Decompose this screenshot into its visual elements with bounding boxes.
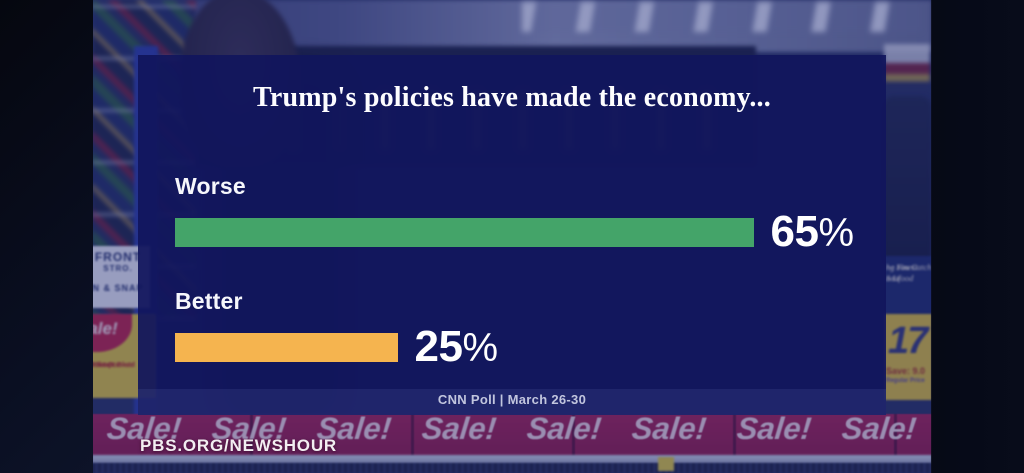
left-vignette [0, 0, 93, 473]
better-bar [175, 332, 398, 362]
price-tag-save: Save: 9.0 [886, 366, 926, 376]
bar-line-worse: 65% [175, 210, 870, 254]
worse-bar [175, 217, 754, 247]
checkout-figure [882, 96, 932, 266]
sale-banner-row: Sale! Sale! Sale! Sale! Sale! Sale! Sale… [92, 414, 932, 456]
bar-label-worse: Worse [175, 173, 246, 199]
bistro-sign-line2: STRO. [103, 264, 133, 273]
right-vignette [931, 0, 1024, 473]
bar-label-better: Better [175, 288, 243, 314]
seafood-sign-line2: he Finest Seafood [886, 262, 918, 283]
panel-footer-strip [138, 389, 886, 415]
better-value-percent-sign: % [462, 326, 498, 370]
source-note: CNN Poll | March 26-30 [437, 392, 587, 407]
shrimp-tag-line1: terfront Bistr [92, 360, 134, 369]
price-tag-regular: Regular Price [886, 378, 925, 384]
worse-value-number: 65 [770, 207, 819, 256]
shelf-edge-strip [92, 455, 932, 464]
lower-shelf [92, 463, 932, 473]
price-tag-17: 17 Save: 9.0 Regular Price [884, 314, 932, 400]
worse-value: 65% [770, 207, 855, 256]
bistro-sign-line1: FRONT [94, 250, 142, 264]
ceiling-lights [522, 2, 922, 32]
better-value-number: 25 [414, 322, 463, 371]
seafood-sign: ng You Catch a Li he Finest Seafood [884, 256, 932, 314]
small-price-tag [658, 457, 674, 471]
bar-row-better: Better 25% [175, 288, 870, 369]
worse-value-percent-sign: % [818, 211, 854, 255]
sale-blob-text: ale! [92, 314, 132, 352]
price-tags-cluster [884, 44, 930, 92]
chart-title: Trump's policies have made the economy..… [253, 82, 771, 113]
shrimp-tag-line2: -30ct Cooked [92, 360, 136, 369]
poll-chart-panel: Trump's policies have made the economy..… [138, 55, 886, 415]
pbs-newshour-watermark: PBS.ORG/NEWSHOUR [140, 436, 337, 455]
bar-line-better: 25% [175, 325, 870, 369]
better-value: 25% [414, 322, 499, 371]
seafood-sign-line1: ng You Catch a Li [886, 262, 932, 283]
shrimp-tag-line3: shrimp [92, 360, 114, 369]
bistro-sign-line3: N & SNAP [92, 283, 144, 293]
bar-row-worse: Worse 65% [175, 173, 870, 254]
price-tag-number: 17 [888, 320, 928, 362]
